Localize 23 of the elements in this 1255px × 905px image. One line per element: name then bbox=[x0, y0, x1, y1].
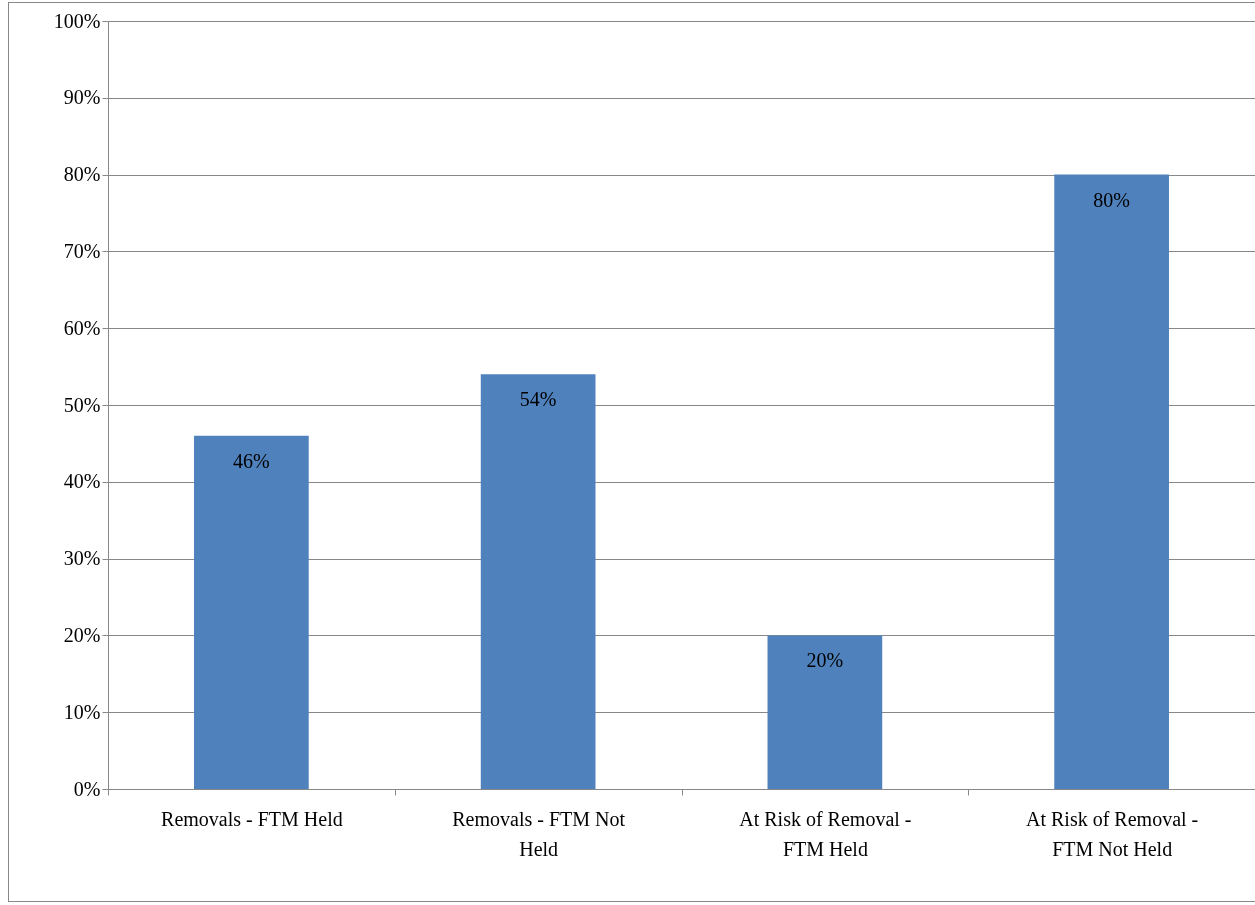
y-tick-label: 90% bbox=[63, 86, 101, 109]
y-tick-label: 60% bbox=[63, 316, 101, 339]
bar bbox=[1054, 174, 1169, 789]
bar bbox=[480, 374, 596, 789]
data-label: 54% bbox=[519, 388, 557, 411]
bar bbox=[767, 635, 883, 789]
x-tick-label: At Risk of Removal - FTM Not Held bbox=[1026, 807, 1199, 860]
y-tick-label: 50% bbox=[63, 393, 101, 416]
x-tick-label: Removals - FTM Not Held bbox=[452, 807, 626, 860]
y-tick-label: 30% bbox=[63, 547, 101, 570]
x-tick-label: Removals - FTM Held bbox=[161, 807, 343, 830]
y-tick-label: 70% bbox=[63, 239, 101, 262]
y-tick-label: 20% bbox=[63, 623, 101, 646]
data-label: 46% bbox=[233, 449, 270, 472]
y-tick-label: 100% bbox=[53, 9, 101, 32]
y-tick-label: 10% bbox=[63, 700, 101, 723]
bar bbox=[194, 435, 309, 789]
y-tick-label: 0% bbox=[73, 777, 101, 800]
data-label: 20% bbox=[806, 649, 844, 672]
x-tick-label: At Risk of Removal - FTM Held bbox=[739, 807, 912, 860]
data-label: 80% bbox=[1093, 188, 1130, 211]
y-tick-label: 40% bbox=[63, 470, 101, 493]
y-tick-label: 80% bbox=[63, 163, 101, 186]
